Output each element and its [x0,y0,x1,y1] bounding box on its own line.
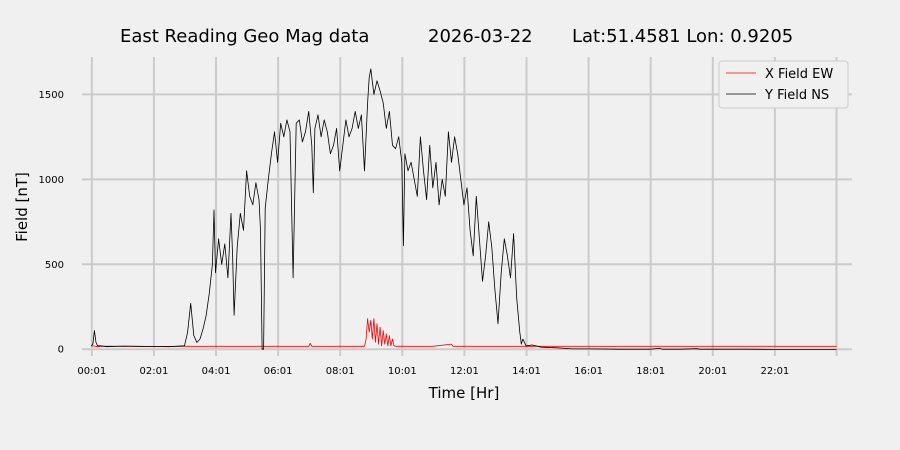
series-lines [91,68,837,350]
x-tick-label: 14:01 [512,366,541,377]
chart-title: East Reading Geo Mag data 2026-03-22 Lat… [120,26,793,47]
x-tick-label: 00:01 [77,366,106,377]
x-tick-label: 18:01 [636,366,665,377]
x-tick-labels: 00:01 02:01 04:01 06:01 08:01 10:01 12:01 14:01… [77,366,789,377]
series-line-x-field [91,318,837,348]
legend: X Field EW Y Field NS [718,60,849,109]
x-tick-label: 02:01 [140,366,169,377]
x-tick-label: 08:01 [326,366,355,377]
title-location: Lat:51.4581 Lon: 0.9205 [572,26,793,47]
legend-label-x-field: X Field EW [765,67,833,82]
x-tick-label: 06:01 [264,366,293,377]
x-tick-label: 10:01 [388,366,417,377]
x-axis-label: Time [Hr] [428,384,500,402]
x-tick-label: 16:01 [574,366,603,377]
x-gridlines [90,57,838,356]
x-tick-label: 20:01 [698,366,727,377]
title-date: 2026-03-22 [428,26,533,47]
x-tick-label: 22:01 [760,366,789,377]
title-station: East Reading Geo Mag data [120,26,369,47]
x-tick-label: 04:01 [202,366,231,377]
x-tick-label: 12:01 [450,366,479,377]
y-tick-label: 1000 [39,175,64,186]
y-tick-label: 500 [45,260,64,271]
y-axis-label: Field [nT] [13,172,31,242]
y-tick-label: 0 [58,345,64,356]
series-line-y-field [91,68,837,350]
legend-label-y-field: Y Field NS [764,88,829,103]
y-tick-label: 1500 [39,90,64,101]
y-tick-labels: 0 500 1000 1500 [39,90,64,356]
